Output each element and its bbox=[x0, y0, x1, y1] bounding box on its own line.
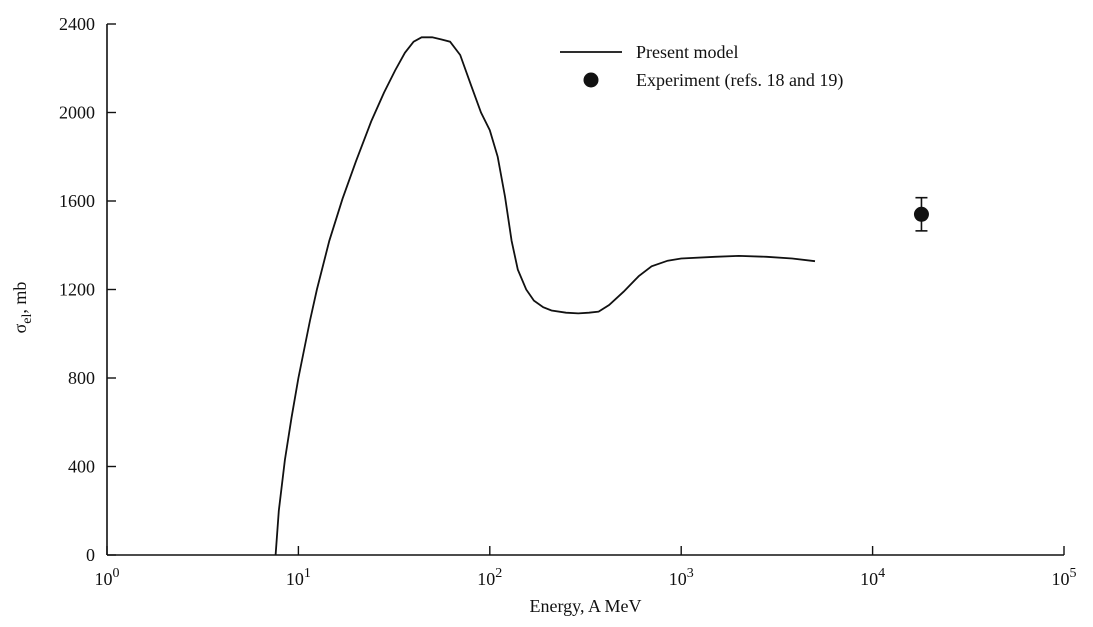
x-tick-label-5: 105 bbox=[1052, 566, 1077, 589]
plot-area bbox=[274, 36, 929, 556]
experiment-point-0 bbox=[913, 196, 929, 232]
y-title-unit: , mb bbox=[10, 282, 30, 314]
x-tick-label-0: 100 bbox=[95, 566, 120, 589]
x-tick-label-4: 104 bbox=[860, 566, 885, 589]
legend-dot-swatch bbox=[583, 72, 599, 88]
y-tick-label-3: 1200 bbox=[59, 280, 95, 300]
x-tick-base-3: 10 bbox=[669, 569, 687, 589]
experiment-marker bbox=[913, 206, 929, 222]
y-axis-title: σel, mb bbox=[10, 282, 35, 334]
y-ticks: 0 400 800 1200 1600 2000 2400 bbox=[59, 14, 116, 565]
x-tick-label-2: 102 bbox=[477, 566, 502, 589]
series-line-present-model bbox=[274, 36, 816, 556]
x-tick-base-4: 10 bbox=[860, 569, 878, 589]
y-title-subscript: el bbox=[20, 313, 35, 323]
x-tick-base-2: 10 bbox=[477, 569, 495, 589]
x-tick-exponent-1: 1 bbox=[304, 566, 311, 581]
x-tick-exponent-2: 2 bbox=[495, 566, 502, 581]
x-tick-base-0: 10 bbox=[95, 569, 113, 589]
x-ticks: 100 101 102 103 104 105 bbox=[95, 546, 1077, 589]
y-tick-label-0: 0 bbox=[86, 545, 95, 565]
axes bbox=[106, 24, 1064, 556]
x-tick-label-1: 101 bbox=[286, 566, 311, 589]
x-tick-exponent-5: 5 bbox=[1070, 566, 1077, 581]
legend: Present model Experiment (refs. 18 and 19… bbox=[560, 42, 843, 91]
y-title-symbol: σ bbox=[10, 323, 30, 333]
x-tick-label-3: 103 bbox=[669, 566, 694, 589]
y-tick-label-6: 2400 bbox=[59, 14, 95, 34]
y-tick-label-2: 800 bbox=[68, 368, 95, 388]
x-tick-base-5: 10 bbox=[1052, 569, 1070, 589]
legend-label-0: Present model bbox=[636, 42, 738, 62]
x-tick-exponent-3: 3 bbox=[687, 566, 694, 581]
x-tick-base-1: 10 bbox=[286, 569, 304, 589]
y-tick-label-5: 2000 bbox=[59, 103, 95, 123]
x-tick-exponent-4: 4 bbox=[878, 566, 885, 581]
y-tick-label-4: 1600 bbox=[59, 191, 95, 211]
x-tick-exponent-0: 0 bbox=[113, 566, 120, 581]
legend-label-1: Experiment (refs. 18 and 19) bbox=[636, 70, 843, 91]
y-tick-label-1: 400 bbox=[68, 457, 95, 477]
x-axis-title: Energy, A MeV bbox=[530, 596, 642, 616]
